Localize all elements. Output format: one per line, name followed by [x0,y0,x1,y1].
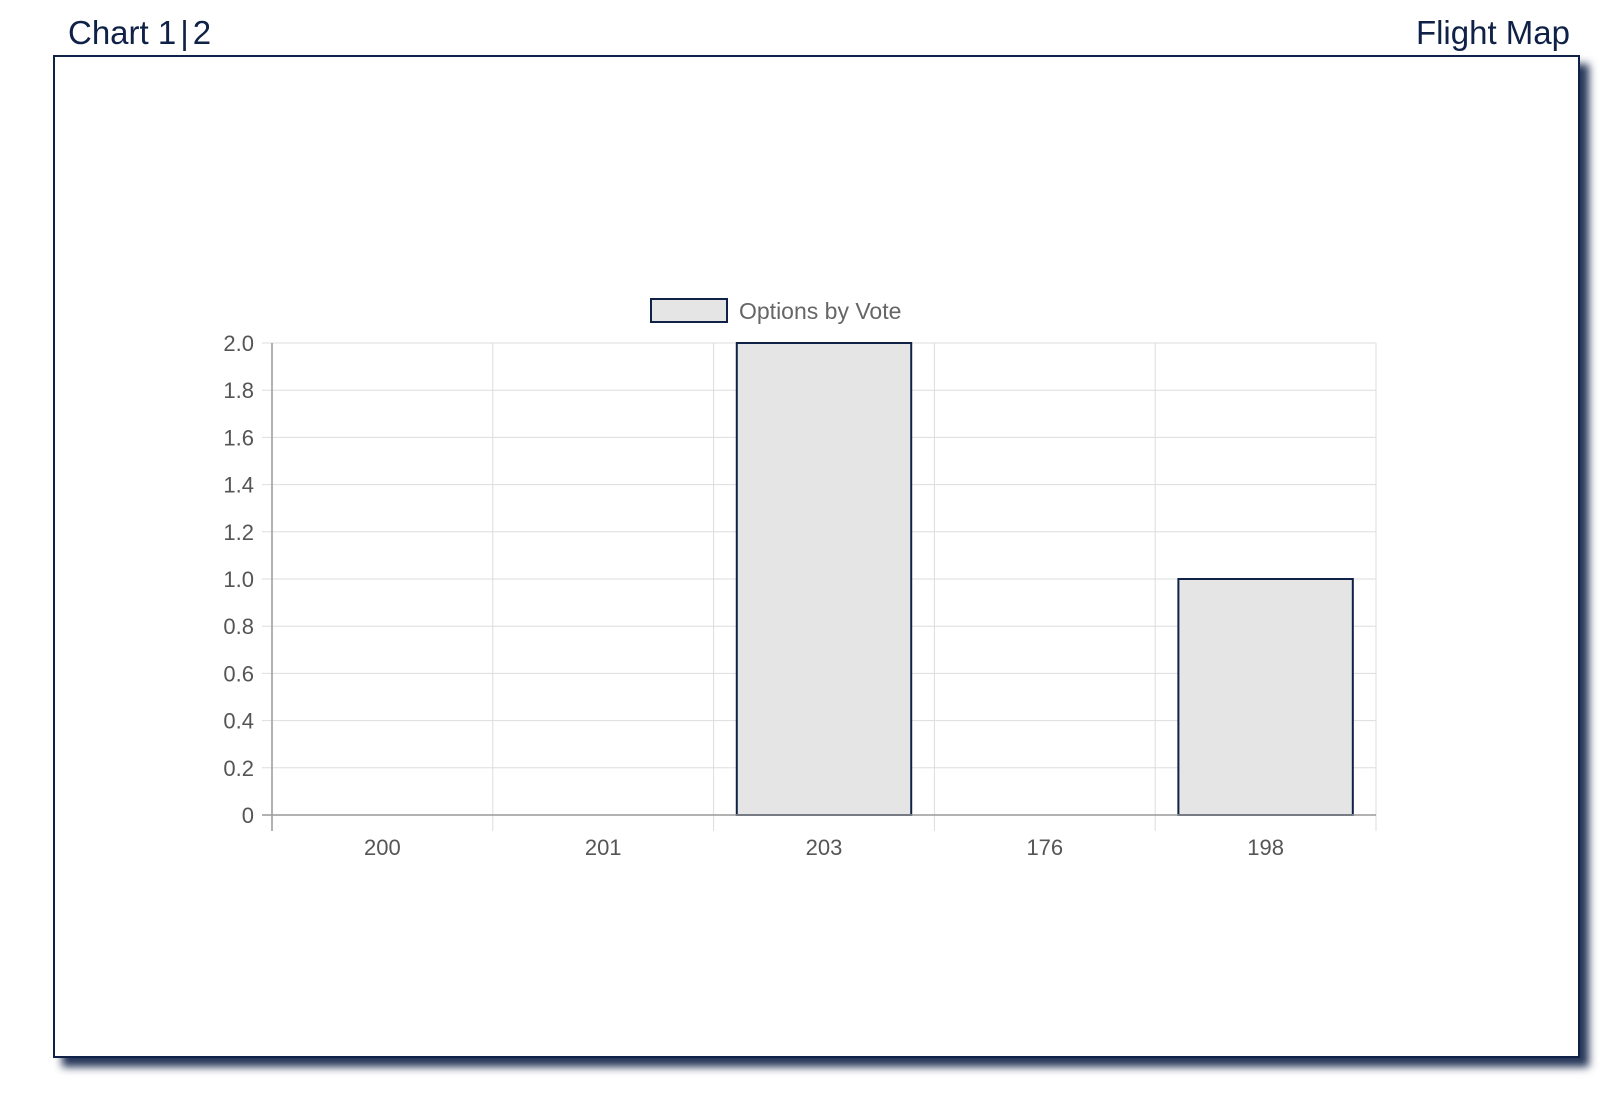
top-navigation: Chart 1 | 2 Flight Map [0,0,1616,56]
legend: Options by Vote [650,298,901,324]
legend-swatch [650,298,728,323]
bar [735,342,913,816]
x-tick-label: 200 [364,835,401,860]
chart-1-link[interactable]: Chart 1 [68,14,177,51]
x-tick-label: 198 [1247,835,1284,860]
y-tick-label: 1.0 [223,567,254,592]
y-tick-label: 0.8 [223,614,254,639]
y-tick-label: 0.6 [223,661,254,686]
chart-panel: 0 0.2 0.4 0.6 0.8 1.0 1.2 1.4 1.6 1.8 2.0 200 201 203… [53,55,1580,1058]
y-tick-label: 1.6 [223,425,254,450]
legend-label: Options by Vote [739,298,901,324]
bar-chart: 0 0.2 0.4 0.6 0.8 1.0 1.2 1.4 1.6 1.8 2.0 200 201 203… [223,298,1377,860]
y-tick-label: 0.4 [223,709,254,734]
x-tick-label: 201 [585,835,622,860]
y-tick-label: 1.8 [223,378,254,403]
y-tick-label: 1.4 [223,473,254,498]
x-tick-label: 203 [806,835,843,860]
flight-map-link[interactable]: Flight Map [1415,14,1570,51]
chart-nav: Chart 1 | 2 [68,14,211,52]
y-tick-label: 0 [242,803,254,828]
axes: 0 0.2 0.4 0.6 0.8 1.0 1.2 1.4 1.6 1.8 2.0 200 201 203… [223,331,1376,860]
bars [735,342,1354,816]
y-tick-label: 1.2 [223,520,254,545]
nav-separator: | [180,14,189,51]
x-tick-label: 176 [1026,835,1063,860]
bar [1177,578,1354,816]
y-tick-label: 0.2 [223,756,254,781]
y-tick-label: 2.0 [223,331,254,356]
chart-2-link[interactable]: 2 [192,14,212,51]
